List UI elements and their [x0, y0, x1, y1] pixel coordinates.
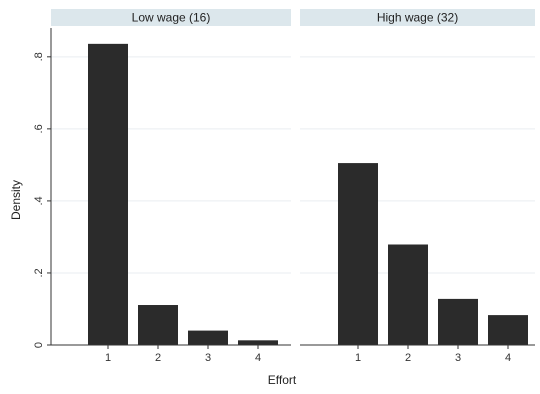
x-tick-label: 2 — [405, 352, 411, 364]
y-tick-label: 0 — [33, 342, 45, 348]
x-tick-label: 3 — [205, 352, 211, 364]
panel-strip — [51, 9, 291, 26]
y-tick-label: .8 — [33, 52, 45, 61]
y-tick-label: .2 — [33, 268, 45, 277]
panel-title: High wage (32) — [377, 11, 458, 25]
bar — [338, 163, 378, 345]
x-tick-label: 3 — [455, 352, 461, 364]
y-tick-label: .4 — [33, 196, 45, 205]
bar — [188, 330, 228, 345]
bar — [238, 340, 278, 345]
x-tick-label: 4 — [255, 352, 261, 364]
x-axis-title: Effort — [268, 373, 297, 387]
panel-strip — [300, 9, 535, 26]
y-axis-title: Density — [9, 180, 23, 220]
x-tick-label: 1 — [355, 352, 361, 364]
panel-1: Low wage (16) 1 2 3 4 0 .2 .4 .6 .8 — [33, 9, 291, 364]
bar — [88, 43, 128, 345]
panel-title: Low wage (16) — [132, 11, 211, 25]
bar — [488, 315, 528, 345]
y-tick-label: .6 — [33, 124, 45, 133]
bar — [388, 244, 428, 345]
panel-2: High wage (32) 1 2 3 4 — [300, 9, 535, 364]
x-tick-label: 2 — [155, 352, 161, 364]
x-tick-label: 4 — [505, 352, 511, 364]
panels-group: Low wage (16) 1 2 3 4 0 .2 .4 .6 .8 High wage (32)… — [33, 9, 535, 364]
bar — [438, 298, 478, 345]
bar — [138, 305, 178, 345]
x-tick-label: 1 — [105, 352, 111, 364]
